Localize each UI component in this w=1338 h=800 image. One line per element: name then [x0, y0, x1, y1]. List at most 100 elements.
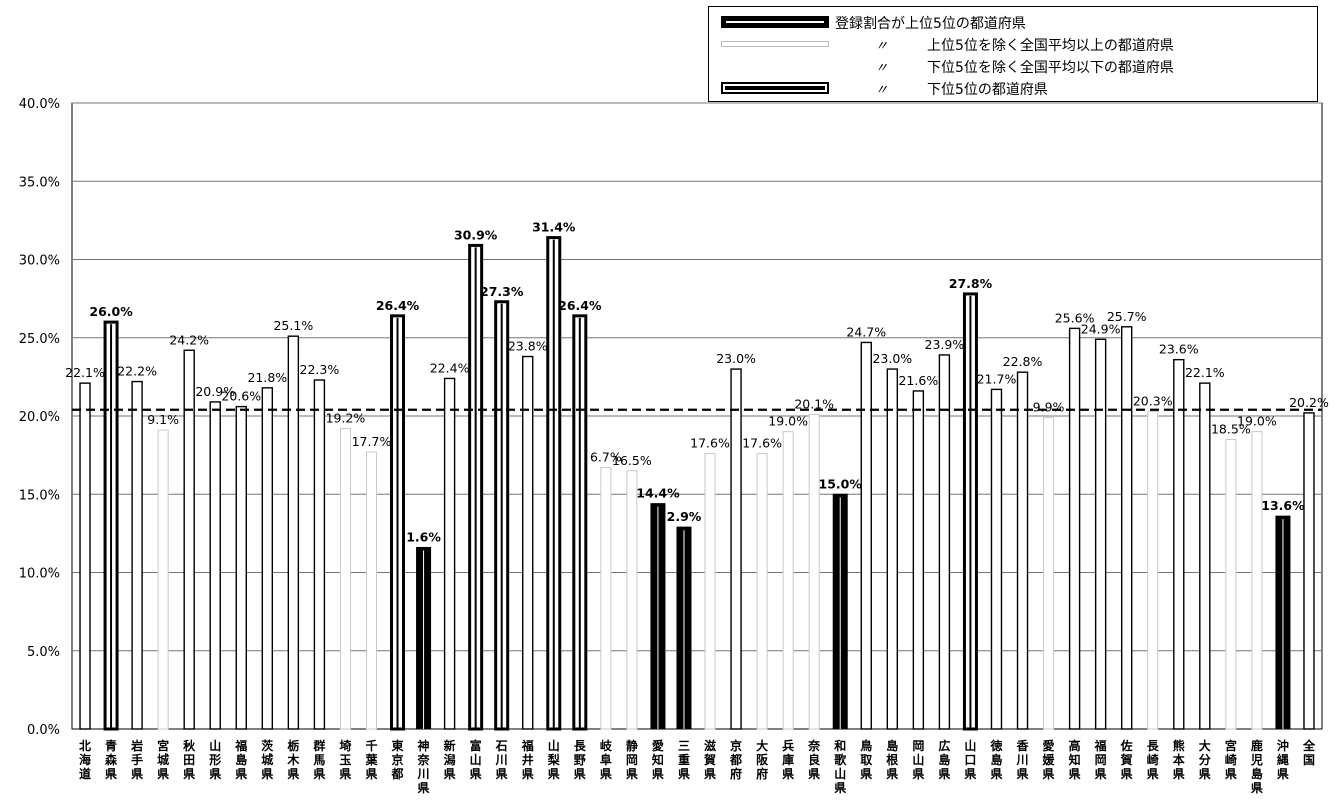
- data-label: 23.9%: [925, 337, 965, 352]
- category-label: 井: [522, 752, 534, 767]
- category-label: 島: [886, 738, 898, 753]
- data-label: 21.7%: [977, 371, 1017, 386]
- category-label: 群: [312, 738, 325, 753]
- data-label: 6.7%: [590, 450, 622, 465]
- category-label: 岡: [1095, 753, 1107, 767]
- data-label: 22.2%: [117, 364, 157, 379]
- data-label: 23.6%: [1159, 342, 1199, 357]
- category-label: 高: [1069, 738, 1081, 753]
- data-label: 23.8%: [508, 339, 548, 354]
- category-label: 県: [209, 767, 221, 781]
- category-label: 秋: [183, 738, 196, 753]
- category-label: 県: [834, 781, 846, 795]
- bar: [886, 368, 899, 730]
- category-label: 石: [495, 739, 508, 753]
- data-label: 23.0%: [872, 351, 912, 366]
- category-label: 富: [470, 738, 482, 753]
- category-label: 縄: [1277, 752, 1289, 767]
- bar: [756, 453, 768, 730]
- y-tick-label: 15.0%: [19, 488, 60, 503]
- category-label: 県: [1017, 767, 1029, 781]
- data-label: 17.6%: [690, 436, 730, 451]
- category-label: 県: [574, 767, 586, 781]
- bar: [261, 387, 274, 730]
- category-label: 県: [183, 767, 195, 781]
- data-label: 13.6%: [1261, 498, 1305, 513]
- category-label: 県: [704, 767, 716, 781]
- y-tick-label: 5.0%: [27, 645, 60, 660]
- bar: [912, 390, 925, 730]
- category-label: 山: [964, 738, 976, 753]
- category-label: 熊: [1173, 738, 1185, 753]
- bar: [443, 377, 456, 730]
- category-label: 栃: [287, 738, 299, 753]
- category-label: 県: [938, 767, 950, 781]
- data-label: 15.0%: [819, 476, 863, 491]
- category-label: 県: [365, 767, 377, 781]
- legend-ditto: 〃: [875, 39, 889, 54]
- category-label: 府: [730, 766, 742, 781]
- category-label: 奈: [807, 738, 821, 753]
- category-label: 山: [209, 738, 221, 753]
- data-label: 24.9%: [1081, 321, 1121, 336]
- category-label: 潟: [444, 752, 456, 767]
- category-label: 県: [652, 767, 664, 781]
- data-label: 20.9%: [195, 384, 235, 399]
- category-label: 県: [808, 767, 820, 781]
- bar: [990, 388, 1003, 730]
- category-label: 岡: [912, 739, 924, 753]
- data-label: 25.1%: [273, 318, 313, 333]
- category-label: 京: [730, 738, 742, 753]
- bar: [209, 401, 221, 730]
- data-label: 19.0%: [768, 414, 808, 429]
- bar: [1043, 417, 1055, 730]
- legend-item-top5: 登録割合が上位5位の都道府県: [709, 11, 1317, 33]
- category-label: 県: [235, 767, 247, 781]
- category-label: 馬: [313, 753, 325, 767]
- category-label: 県: [261, 767, 273, 781]
- bar: [1303, 412, 1315, 730]
- category-label: 梨: [547, 752, 560, 767]
- bar: [1147, 410, 1159, 730]
- bar: [808, 413, 820, 730]
- category-label: 県: [496, 767, 508, 781]
- category-label: 庫: [782, 752, 794, 767]
- category-label: 県: [105, 767, 117, 781]
- data-label: 26.4%: [558, 298, 602, 313]
- category-label: 県: [678, 767, 690, 781]
- category-label: 長: [1147, 738, 1160, 753]
- data-label: 27.8%: [949, 276, 993, 291]
- data-label: 26.0%: [89, 304, 133, 319]
- category-label: 青: [105, 738, 117, 753]
- category-label: 手: [131, 752, 143, 767]
- category-label: 川: [495, 753, 508, 767]
- category-label: 賀: [1120, 752, 1133, 767]
- category-label: 森: [105, 752, 118, 767]
- category-label: 阪: [756, 753, 769, 767]
- category-label: 大: [756, 738, 768, 753]
- category-label: 都: [729, 752, 742, 767]
- bar: [522, 355, 534, 730]
- category-label: 県: [886, 767, 898, 781]
- data-label: 1.6%: [406, 529, 441, 544]
- category-label: 新: [444, 738, 456, 753]
- y-tick-label: 30.0%: [19, 254, 60, 269]
- data-label: 16.5%: [612, 453, 652, 468]
- y-tick-label: 0.0%: [27, 723, 60, 738]
- category-label: 兵: [782, 738, 794, 753]
- category-label: 山: [834, 766, 846, 781]
- bar: [131, 380, 143, 730]
- data-label: 25.7%: [1107, 309, 1147, 324]
- y-tick-label: 10.0%: [19, 567, 60, 582]
- category-label: 神: [418, 738, 430, 753]
- category-label: 県: [860, 767, 872, 781]
- category-label: 良: [808, 752, 820, 767]
- data-label: 19.0%: [1237, 414, 1277, 429]
- category-label: 北: [79, 738, 91, 753]
- bar: [600, 467, 612, 730]
- category-label: 長: [574, 738, 587, 753]
- category-label: 徳: [989, 738, 1002, 753]
- bar: [1094, 338, 1107, 730]
- legend-swatch-below: [721, 60, 829, 72]
- data-label: 20.1%: [794, 396, 834, 411]
